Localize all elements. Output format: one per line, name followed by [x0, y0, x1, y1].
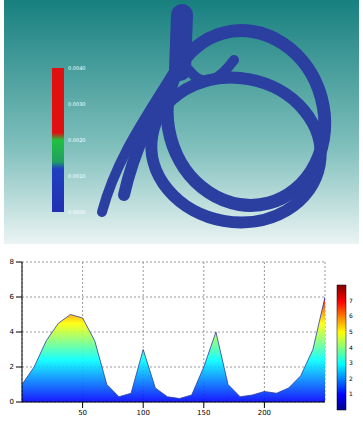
- svg-text:100: 100: [137, 409, 150, 417]
- svg-text:0.0040: 0.0040: [68, 65, 86, 71]
- svg-text:6: 6: [349, 312, 353, 319]
- svg-text:1: 1: [349, 390, 353, 397]
- svg-text:150: 150: [197, 409, 210, 417]
- svg-text:2: 2: [349, 375, 353, 382]
- svg-text:2: 2: [10, 363, 14, 371]
- svg-text:50: 50: [78, 409, 87, 417]
- svg-text:5: 5: [349, 328, 353, 335]
- svg-text:6: 6: [10, 293, 15, 301]
- svg-text:0.0020: 0.0020: [68, 137, 86, 143]
- svg-text:4: 4: [10, 328, 15, 336]
- svg-text:3: 3: [349, 359, 353, 366]
- svg-text:0.0000: 0.0000: [68, 209, 86, 215]
- svg-text:8: 8: [10, 258, 14, 266]
- svg-text:200: 200: [258, 409, 271, 417]
- svg-text:0.0030: 0.0030: [68, 101, 86, 107]
- svg-text:4: 4: [349, 344, 353, 351]
- svg-text:0.0010: 0.0010: [68, 173, 86, 179]
- svg-text:7: 7: [349, 297, 353, 304]
- svg-text:0: 0: [10, 398, 14, 406]
